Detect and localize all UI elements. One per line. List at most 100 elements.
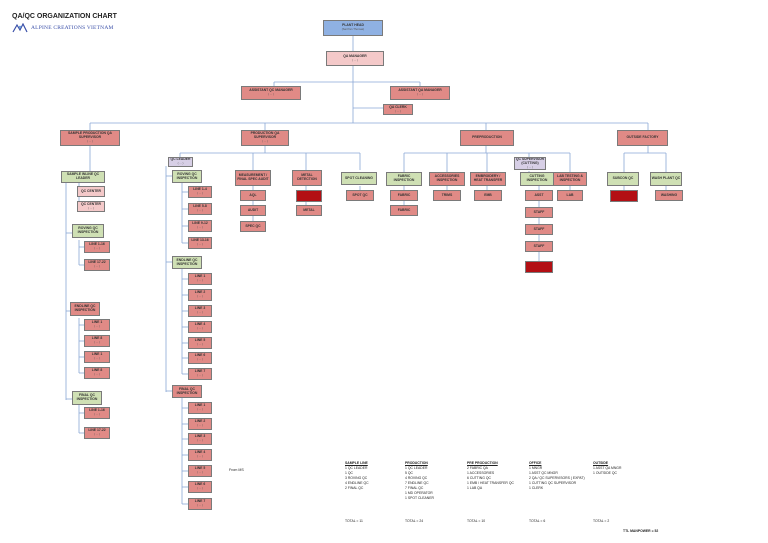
node-prod-final-3-sub: ( ... ) <box>197 438 203 443</box>
summary-line: 2 FABRIC QA <box>467 465 488 470</box>
node-prod-final-6-sub: ( ... ) <box>197 486 203 491</box>
node-sample-supervisor: SAMPLE PRODUCTION QA SUPERVISOR( ... ) <box>60 130 120 146</box>
node-sample-roving-line-1-sub: ( ... ) <box>94 246 100 251</box>
node-prod-roving-1-title: LINE 1-4 <box>193 187 207 192</box>
node-prod-endline-5-title: LINE 5 <box>194 338 206 343</box>
node-prod-endline-1: LINE 1( ... ) <box>188 273 212 285</box>
node-fabric-1: FABRIC <box>390 190 418 201</box>
summary-outside: OUTSIDE 1 ASST QA MNGR 1 OUTSIDE QC <box>593 461 651 476</box>
node-prod-final-3: LINE 3( ... ) <box>188 433 212 445</box>
node-qa-clerk-title: QA CLERK <box>389 104 407 109</box>
node-measurement-1-title: AQL <box>249 192 257 197</box>
node-accessories-inspection: ACCESSORIES INSPECTION <box>429 172 465 186</box>
node-sample-endline-title: ENDLINE QC INSPECTION <box>74 304 96 312</box>
node-prod-endline-5-sub: ( ... ) <box>197 342 203 347</box>
node-measurement: MEASUREMENT / FINAL SPEC AUDIT <box>235 170 271 186</box>
node-sample-qc-2-sub: ( ... ) <box>88 205 94 210</box>
node-sample-endline-4: LINE 8( ... ) <box>84 367 110 379</box>
node-metal-2-title: METAL <box>303 207 315 212</box>
node-metal-2: METAL <box>296 205 322 216</box>
summary-line: 6 CUTTING QC <box>467 475 491 480</box>
node-sample-qc-1: QC CENTER <box>77 186 105 197</box>
node-prod-final-5-title: LINE 5 <box>194 466 206 471</box>
summary-line: 5 QC <box>405 470 413 475</box>
node-prod-endline-title: ENDLINE QC INSPECTION <box>176 257 198 266</box>
node-wash-1: WASHING <box>655 190 683 201</box>
node-production-supervisor: PRODUCTION QA SUPERVISOR( ... ) <box>241 130 289 146</box>
node-sample-final-title: FINAL QC INSPECTION <box>76 393 98 401</box>
summary-line: 1 LAB QA <box>467 485 483 490</box>
node-prod-final-6-title: LINE 6 <box>194 482 206 487</box>
node-prod-endline-7: LINE 7( ... ) <box>188 368 212 380</box>
summary-line: 1 OUTSIDE QC <box>593 470 617 475</box>
node-accessories-1-title: TRIMS <box>441 192 453 197</box>
node-fabric-2-title: FABRIC <box>397 207 411 212</box>
summary-line: 1 MNGR <box>529 465 543 470</box>
node-prod-final-4-title: LINE 4 <box>194 450 206 455</box>
node-prod-roving-3: LINE 9-12( ... ) <box>188 220 212 232</box>
node-prod-final-1-sub: ( ... ) <box>197 407 203 412</box>
total-manpower: TTL MANPOWER = 52 <box>623 529 659 533</box>
total-office: TOTAL = 6 <box>529 519 546 523</box>
node-fabric-inspection-title: FABRIC INSPECTION <box>393 174 415 182</box>
summary-line: 1 CLERK <box>529 485 544 490</box>
node-outside-factory-title: OUTSIDE FACTORY <box>626 135 659 140</box>
node-subcon-1 <box>610 190 638 202</box>
total-sample-line: TOTAL = 11 <box>345 519 363 523</box>
node-embroidery-title: EMBROIDERY / HEAT TRANSFER <box>473 174 503 182</box>
node-metal-detection: METAL DETECTION <box>292 170 322 186</box>
summary-line: 7 ENDLINE QC <box>405 480 429 485</box>
node-assistant-qa-manager: ASSISTANT QA MANAGER( ... ) <box>390 86 450 100</box>
node-prod-endline-6-title: LINE 6 <box>194 353 206 358</box>
node-prod-endline-1-sub: ( ... ) <box>197 278 203 283</box>
node-sample-final-1-title: LINE 1-16 <box>89 408 105 413</box>
node-cutting-5 <box>525 261 553 273</box>
node-sample-qc-1-title: QC CENTER <box>81 188 101 193</box>
node-preproduction: PREPRODUCTION <box>460 130 514 146</box>
node-prod-endline: ENDLINE QC INSPECTION <box>172 256 202 269</box>
summary-production: PRODUCTION 1 QC LEADER 5 QC 4 ROVING QC … <box>405 461 463 501</box>
node-sample-final-2-title: LINE 17-22 <box>88 428 106 433</box>
node-subcon-qc-title: SUBCON QC <box>612 176 634 181</box>
node-measurement-1: AQL <box>240 190 266 201</box>
node-sample-leader: SAMPLE INLINE QC LEADER <box>61 171 105 183</box>
company-name: ALPINE CREATIONS VIETNAM <box>31 25 114 31</box>
node-prod-final-7-sub: ( ... ) <box>197 503 203 508</box>
node-measurement-2-title: AUDIT <box>247 207 259 212</box>
summary-line: 1 ASST QC MNGR <box>529 470 558 475</box>
node-embroidery: EMBROIDERY / HEAT TRANSFER <box>470 172 506 186</box>
node-prod-endline-7-title: LINE 7 <box>194 369 206 374</box>
node-prod-endline-4-title: LINE 4 <box>194 322 206 327</box>
node-cutting-3-title: STAFF <box>533 226 545 231</box>
node-prod-final: FINAL QC INSPECTION <box>172 385 202 398</box>
node-prod-endline-2-title: LINE 2 <box>194 290 206 295</box>
node-prod-roving-4-sub: ( ... ) <box>197 242 203 247</box>
from-ms-note: From MS <box>229 468 244 472</box>
summary-line: 4 ROVING QC <box>405 475 428 480</box>
node-production-supervisor-title: PRODUCTION QA SUPERVISOR <box>250 131 280 140</box>
logo-icon <box>12 23 28 33</box>
node-prod-final-1-title: LINE 1 <box>194 403 206 408</box>
node-sample-endline-1-title: LINE 1 <box>91 320 103 325</box>
node-plant-head: PLANT HEAD (Sai Pan Thomas) <box>323 20 383 36</box>
node-assistant-qa-manager-sub: ( ... ) <box>417 92 423 97</box>
node-measurement-2: AUDIT <box>240 205 266 216</box>
node-prod-endline-5: LINE 5( ... ) <box>188 337 212 349</box>
node-prod-roving-3-title: LINE 9-12 <box>192 221 208 226</box>
node-qa-manager-title: QA MANAGER <box>343 53 367 58</box>
node-sample-endline: ENDLINE QC INSPECTION <box>70 302 100 316</box>
summary-line: 7 FINAL QC <box>405 485 424 490</box>
node-prod-final-6: LINE 6( ... ) <box>188 481 212 493</box>
node-cutting-1: ASST <box>525 190 553 201</box>
node-prod-endline-1-title: LINE 1 <box>194 274 206 279</box>
node-sample-qc-2: QC CENTER( ... ) <box>77 201 105 212</box>
node-sample-final-2: LINE 17-22( ... ) <box>84 427 110 439</box>
node-cutting-4: STAFF <box>525 241 553 252</box>
node-prod-final-7: LINE 7( ... ) <box>188 498 212 510</box>
node-measurement-3: SPEC QC <box>240 221 266 232</box>
node-sample-endline-4-sub: ( ... ) <box>94 372 100 377</box>
node-sample-final-2-sub: ( ... ) <box>94 432 100 437</box>
node-lab-testing: LAB TESTING & INSPECTION <box>553 172 587 186</box>
node-cutting-4-title: STAFF <box>533 243 545 248</box>
